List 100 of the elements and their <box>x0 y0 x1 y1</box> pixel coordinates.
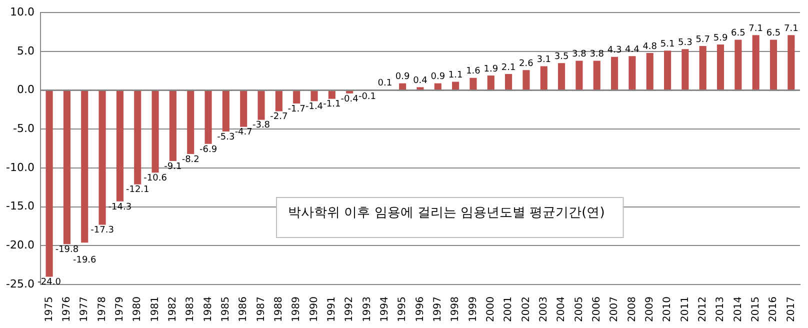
x-tick-label: 1983 <box>185 296 196 322</box>
x-tick-label: 1987 <box>256 296 267 322</box>
data-label: 7.1 <box>748 24 764 34</box>
x-tick-label: 1994 <box>379 296 390 322</box>
x-tick-label: 1979 <box>114 296 126 322</box>
data-label: -0.4 <box>340 94 359 104</box>
x-tick-label: 2012 <box>697 296 708 322</box>
data-label: 3.1 <box>536 55 552 66</box>
bar <box>187 91 194 154</box>
data-label: 6.5 <box>766 28 781 39</box>
bar <box>611 56 618 90</box>
bar <box>664 50 672 90</box>
x-tick-label: 2002 <box>520 296 532 322</box>
data-label: -1.1 <box>323 100 341 110</box>
data-label: -12.1 <box>126 185 150 196</box>
y-tick-label: -25.0 <box>6 277 34 290</box>
x-tick-label: 1993 <box>362 296 373 322</box>
x-tick-label: 2001 <box>503 296 514 322</box>
data-label: 4.4 <box>625 44 640 55</box>
bar <box>646 53 654 90</box>
data-label: -0.1 <box>358 92 376 102</box>
x-tick-label: 2011 <box>680 296 691 322</box>
data-label: -9.1 <box>164 162 182 172</box>
x-tick-label: 1980 <box>132 296 144 322</box>
x-tick-label: 1986 <box>238 296 250 322</box>
data-label: 3.8 <box>590 50 604 60</box>
data-label: -24.0 <box>38 278 62 288</box>
y-tick-label: 10.0 <box>10 5 34 18</box>
x-tick-label: 2013 <box>715 296 726 322</box>
bar <box>134 91 142 184</box>
bar <box>152 91 159 173</box>
bar <box>434 83 442 90</box>
data-label: 7.1 <box>784 24 798 34</box>
data-label: 0.1 <box>378 78 392 88</box>
y-tick-label: -5.0 <box>12 122 34 136</box>
y-tick-label: 0.0 <box>16 83 34 96</box>
x-tick-label: 2010 <box>662 296 674 322</box>
data-label: 5.7 <box>696 34 710 45</box>
bar <box>310 91 318 102</box>
data-label: 2.6 <box>519 58 534 69</box>
x-tick-label: 2017 <box>786 296 797 322</box>
bar <box>558 63 566 90</box>
x-tick-label: 2003 <box>538 296 550 322</box>
data-label: 4.3 <box>607 46 622 56</box>
bar <box>169 91 176 162</box>
data-label: 0.9 <box>430 72 446 82</box>
x-tick-label: 1985 <box>220 296 232 322</box>
bar <box>116 91 124 202</box>
bar <box>46 91 53 277</box>
bar <box>699 46 706 90</box>
bar <box>240 91 248 127</box>
bar <box>788 35 795 90</box>
data-label: -19.6 <box>72 255 97 266</box>
data-label: -1.4 <box>305 102 324 112</box>
bar <box>81 91 88 243</box>
bar <box>98 91 106 225</box>
data-label: -10.6 <box>144 174 168 184</box>
x-tick-label: 1991 <box>326 296 338 322</box>
x-tick-label: 2005 <box>574 296 585 322</box>
bar <box>204 91 212 144</box>
x-tick-label: 1999 <box>468 296 479 322</box>
data-label: -17.3 <box>90 226 114 236</box>
data-label: -19.8 <box>55 244 79 255</box>
x-tick-label: 2008 <box>626 296 638 322</box>
x-tick-label: 1997 <box>432 296 444 322</box>
bar <box>452 82 460 90</box>
x-tick-label: 1984 <box>202 296 214 322</box>
y-tick-label: -20.0 <box>6 238 34 252</box>
y-tick-label: 5.0 <box>16 44 34 58</box>
bar <box>540 66 548 90</box>
data-label: 1.9 <box>484 64 498 74</box>
bar <box>275 91 282 112</box>
data-label: 1.6 <box>466 66 481 77</box>
data-label: -8.2 <box>182 154 200 165</box>
x-tick-label: 2015 <box>750 296 762 322</box>
data-label: -1.7 <box>288 104 306 114</box>
data-label: -2.7 <box>270 112 288 122</box>
x-tick-label: 1988 <box>274 296 285 322</box>
bar <box>576 60 583 90</box>
bar <box>416 87 424 90</box>
bar <box>734 40 742 90</box>
data-label: 3.5 <box>554 52 569 62</box>
x-tick-label: 2000 <box>485 296 496 322</box>
bar <box>770 40 778 90</box>
bar <box>752 35 760 90</box>
x-tick-label: 1981 <box>150 296 161 322</box>
x-tick-label: 1992 <box>344 296 356 322</box>
x-tick-label: 2016 <box>768 296 780 322</box>
y-tick-label: -15.0 <box>6 200 34 213</box>
bar <box>470 78 477 90</box>
data-label: 4.8 <box>642 42 658 52</box>
y-tick-label: -10.0 <box>6 160 34 174</box>
x-tick-label: 2014 <box>732 296 744 322</box>
data-label: -3.8 <box>252 120 270 131</box>
bar <box>258 91 265 120</box>
data-label: 0.9 <box>395 72 410 82</box>
data-label: 2.1 <box>501 62 516 73</box>
x-tick-label: 1998 <box>450 296 462 322</box>
x-tick-label: 1976 <box>62 296 73 322</box>
x-tick-label: 1982 <box>168 296 179 322</box>
